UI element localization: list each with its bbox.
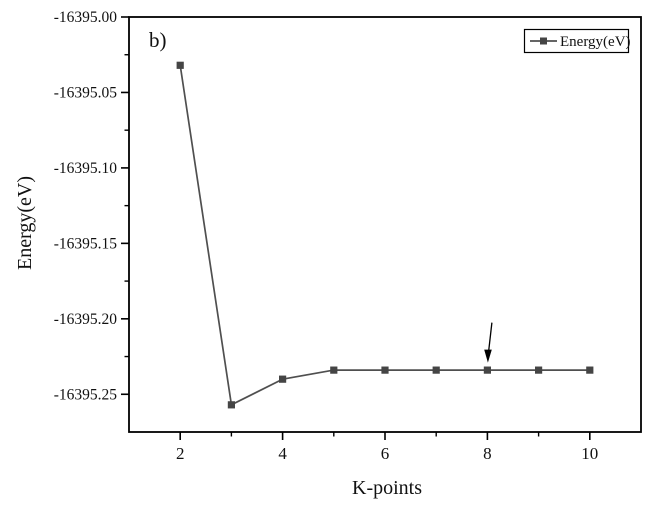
annotations-group (484, 322, 493, 363)
axis-ticks-group: 2 4 6 8 10 -16395.00 -16395.05 -16395.10 -16395.… (54, 9, 599, 463)
legend-box (523, 28, 630, 54)
arrow-head-icon (484, 349, 492, 363)
x-tick-label: 8 (483, 444, 492, 463)
x-tick-label: 10 (581, 444, 598, 463)
x-axis-title: K-points (352, 477, 422, 499)
arrow-shaft (487, 322, 493, 352)
data-point-marker (227, 401, 235, 409)
y-tick-label: -16395.15 (54, 235, 118, 252)
y-tick-label: -16395.10 (54, 160, 118, 177)
y-tick-label: -16395.00 (54, 9, 118, 26)
y-tick-label: -16395.20 (54, 311, 118, 328)
data-point-marker (381, 366, 389, 374)
legend-label: Energy(eV) (560, 34, 631, 50)
data-point-marker (535, 366, 543, 374)
legend-square-marker-icon (540, 37, 547, 45)
y-tick-label: -16395.05 (54, 84, 118, 101)
x-tick-label: 4 (278, 444, 287, 463)
data-series-group (176, 61, 594, 409)
y-axis-title: Energy(eV) (14, 176, 36, 270)
x-tick-label: 2 (176, 444, 185, 463)
data-point-marker (432, 366, 440, 374)
data-point-marker (483, 366, 491, 374)
panel-label: b) (149, 28, 167, 52)
data-point-marker (586, 366, 594, 374)
data-point-marker (330, 366, 338, 374)
energy-line (179, 65, 590, 407)
y-tick-label: -16395.25 (54, 386, 118, 403)
x-tick-label: 6 (381, 444, 390, 463)
legend: Energy(eV) (523, 28, 631, 54)
data-point-marker (279, 375, 287, 383)
data-point-marker (176, 61, 184, 69)
